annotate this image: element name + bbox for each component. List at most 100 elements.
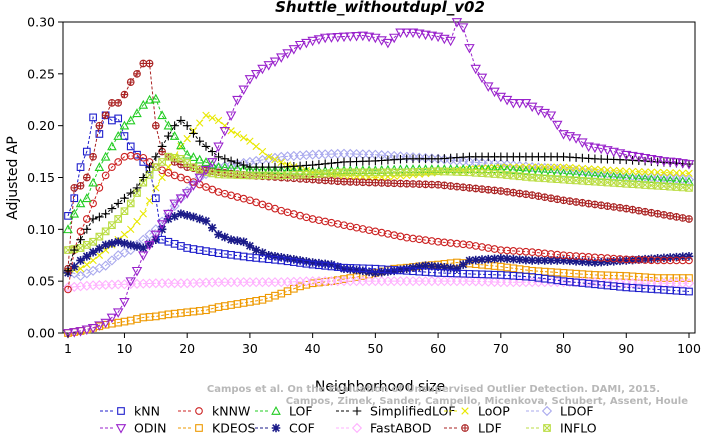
data-point-ldf xyxy=(427,180,436,189)
data-point-odin xyxy=(219,127,231,137)
data-point-inflo xyxy=(490,170,499,178)
data-point-odin xyxy=(614,149,626,159)
series-ldf xyxy=(64,59,693,273)
data-point-loop xyxy=(246,137,254,145)
chart-title: Shuttle_withoutdupl_v02 xyxy=(275,0,485,16)
data-point-odin xyxy=(62,329,74,339)
legend-marker-knn xyxy=(117,407,125,415)
data-point-ldf xyxy=(641,207,649,216)
data-point-odin xyxy=(338,32,350,43)
x-tick-label: 100 xyxy=(677,341,701,356)
data-point-cof xyxy=(590,258,600,267)
data-point-ldof xyxy=(671,173,682,184)
data-point-cof xyxy=(95,244,104,253)
data-point-odin xyxy=(94,321,105,331)
data-point-ldof xyxy=(476,157,488,168)
data-point-ldof xyxy=(596,167,607,179)
data-point-ldof xyxy=(583,166,594,177)
data-point-cof xyxy=(540,256,550,265)
data-point-cof xyxy=(113,237,123,247)
data-point-cof xyxy=(609,256,619,266)
legend-item-odin: ODIN xyxy=(100,421,167,434)
data-point-odin xyxy=(508,99,519,109)
legend: kNN kNNW LOF SimplifiedLOF LoOP LDOF ODIN KDEOS… xyxy=(100,404,597,434)
data-point-lof xyxy=(495,164,506,174)
data-point-cof xyxy=(145,239,154,249)
data-point-odin xyxy=(602,146,613,156)
data-point-loop xyxy=(258,147,267,156)
data-point-loop xyxy=(685,169,693,178)
data-point-ldf xyxy=(515,189,524,198)
x-tick-label: 90 xyxy=(618,341,634,356)
legend-marker-ldof xyxy=(541,405,553,417)
data-point-simplifiedlof xyxy=(189,129,198,138)
data-point-cof xyxy=(440,263,449,272)
data-point-ldf xyxy=(628,205,637,214)
data-point-lof xyxy=(119,120,130,130)
data-point-cof xyxy=(427,261,437,271)
data-point-simplifiedlof xyxy=(214,152,223,162)
data-point-ldf xyxy=(622,204,631,213)
data-point-simplifiedlof xyxy=(76,235,85,244)
data-point-loop xyxy=(584,165,593,173)
data-point-simplifiedlof xyxy=(132,183,142,193)
data-point-odin xyxy=(332,33,343,43)
data-point-ldf xyxy=(346,178,355,186)
legend-label-lof: LOF xyxy=(289,404,313,419)
data-point-cof xyxy=(546,256,556,265)
data-point-knnw xyxy=(183,175,192,184)
data-point-simplifiedlof xyxy=(95,212,104,222)
data-point-loop xyxy=(603,166,612,174)
data-point-cof xyxy=(559,256,568,265)
data-point-simplifiedlof xyxy=(220,154,230,164)
data-point-odin xyxy=(269,57,281,68)
data-point-ldf xyxy=(540,193,549,201)
x-tick-label: 40 xyxy=(305,341,321,356)
data-point-loop xyxy=(622,167,630,175)
data-point-ldf xyxy=(653,210,662,218)
data-point-simplifiedlof xyxy=(107,204,117,213)
data-point-simplifiedlof xyxy=(120,193,129,203)
data-point-odin xyxy=(476,73,488,84)
data-point-ldof xyxy=(470,157,481,168)
data-point-inflo xyxy=(584,177,593,186)
data-point-cof xyxy=(69,262,79,271)
data-point-cof xyxy=(490,254,499,264)
data-point-ldf xyxy=(340,177,348,186)
data-point-cof xyxy=(220,232,230,242)
data-point-lof xyxy=(81,193,92,203)
data-point-odin xyxy=(420,30,431,41)
data-point-cof xyxy=(552,256,562,265)
data-point-ldf xyxy=(446,182,455,190)
data-point-loop xyxy=(547,163,555,171)
data-point-simplifiedlof xyxy=(145,162,154,172)
data-point-fastabod xyxy=(683,278,695,289)
data-point-odin xyxy=(138,251,149,261)
data-point-ldf xyxy=(603,202,612,210)
data-point-odin xyxy=(131,266,143,277)
data-point-ldf xyxy=(365,178,373,187)
data-point-ldf xyxy=(484,185,493,194)
data-point-inflo xyxy=(89,237,97,246)
data-point-odin xyxy=(357,31,369,42)
data-point-ldf xyxy=(396,179,405,188)
data-point-loop xyxy=(277,158,285,166)
data-point-simplifiedlof xyxy=(63,266,73,276)
data-point-lof xyxy=(63,224,73,234)
data-point-loop xyxy=(120,230,129,239)
data-point-ldof xyxy=(495,158,506,170)
data-point-inflo xyxy=(126,199,135,208)
data-point-odin xyxy=(282,49,293,59)
data-point-lof xyxy=(263,164,274,174)
legend-marker-knnw xyxy=(195,407,203,415)
data-point-knnw xyxy=(271,204,279,213)
data-point-lof xyxy=(113,130,124,140)
data-point-ldof xyxy=(571,165,582,176)
data-point-cof xyxy=(333,262,343,271)
series-simplifiedlof xyxy=(63,116,694,276)
data-point-ldof xyxy=(577,165,588,177)
data-point-odin xyxy=(457,23,469,33)
legend-item-ldf: LDF xyxy=(444,421,502,434)
data-point-ldf xyxy=(534,192,543,200)
data-point-ldf xyxy=(390,179,399,188)
